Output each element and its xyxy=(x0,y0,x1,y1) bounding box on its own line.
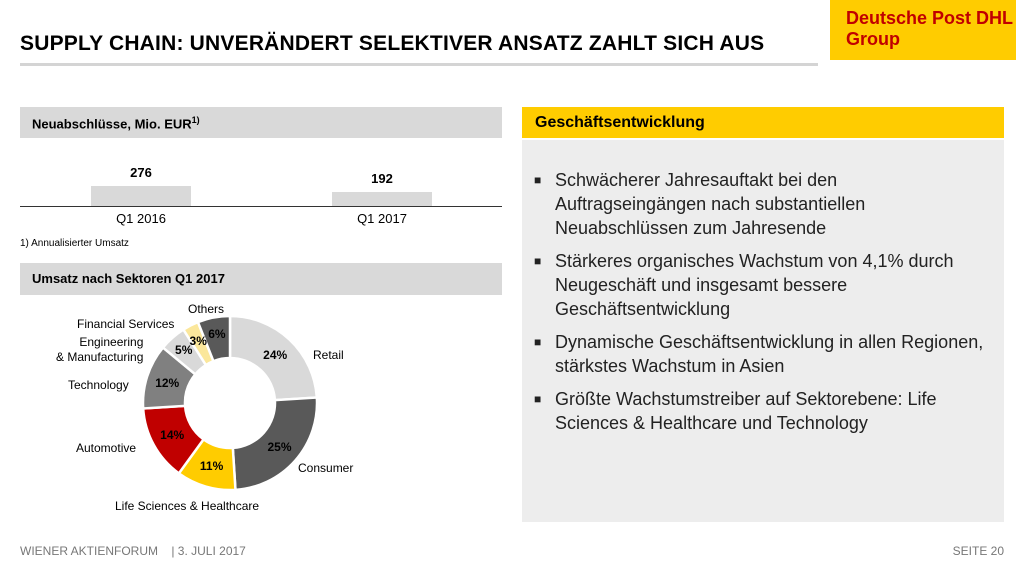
bullet-icon: ■ xyxy=(534,173,542,187)
bar-axis xyxy=(20,206,502,207)
donut-slice-1 xyxy=(231,396,319,492)
bar-chart: 276 Q1 2016 192 Q1 2017 xyxy=(0,0,520,240)
bullet-item: ■ Größte Wachstumstreiber auf Sektorebene… xyxy=(534,387,984,435)
footer-event: WIENER AKTIENFORUM | 3. JULI 2017 xyxy=(20,544,246,558)
footnote: 1) Annualisierter Umsatz xyxy=(20,238,129,249)
bullet-text: Dynamische Geschäftsentwicklung in allen… xyxy=(555,332,984,376)
bullet-icon: ■ xyxy=(534,392,542,406)
donut-percent-label: 3% xyxy=(189,333,207,348)
donut-category-label: Technology xyxy=(68,378,129,392)
heading-text: Neuabschlüsse, Mio. EUR xyxy=(32,116,192,132)
donut-percent-label: 5% xyxy=(175,343,193,358)
footer-page: SEITE 20 xyxy=(952,544,1004,558)
footnote-marker: 1) xyxy=(191,115,200,125)
title-divider xyxy=(20,63,818,66)
donut-percent-label: 24% xyxy=(263,347,288,362)
donut-category-label: Others xyxy=(188,302,225,316)
donut-heading: Umsatz nach Sektoren Q1 2017 xyxy=(20,263,502,295)
donut-percent-label: 12% xyxy=(155,375,180,390)
bar-chart-heading: Neuabschlüsse, Mio. EUR1) xyxy=(20,107,502,138)
bar-1 xyxy=(332,192,432,206)
bullet-icon: ■ xyxy=(534,254,542,268)
bullet-text: Stärkeres organisches Wachstum von 4,1% … xyxy=(555,251,954,319)
donut-category-label: Life Sciences & Healthcare xyxy=(115,499,260,513)
geschaeft-box: ■ Schwächerer Jahresauftakt bei den Auftr… xyxy=(522,140,1004,522)
donut-category-label: Retail xyxy=(313,348,344,362)
bullet-text: Größte Wachstumstreiber auf Sektorebene:… xyxy=(555,389,937,433)
bar-value-label: 192 xyxy=(371,171,393,187)
bar-category-label: Q1 2017 xyxy=(357,211,407,226)
donut-category-label: Consumer xyxy=(298,461,354,475)
geschaeft-heading: Geschäftsentwicklung xyxy=(522,107,1004,138)
donut-category-label: Engineering & Manufacturing xyxy=(56,335,144,364)
bar-category-label: Q1 2016 xyxy=(116,211,166,226)
bullet-text: Schwächerer Jahresauftakt bei den Auftra… xyxy=(555,170,866,238)
bar-0 xyxy=(91,186,191,206)
donut-category-label: Financial Services xyxy=(77,317,175,331)
bullet-item: ■ Stärkeres organisches Wachstum von 4,1%… xyxy=(534,249,984,321)
logo: Deutsche Post DHL Group xyxy=(830,0,1016,60)
donut-percent-label: 6% xyxy=(208,327,226,342)
bullet-item: ■ Schwächerer Jahresauftakt bei den Auftr… xyxy=(534,168,984,240)
bar-value-label: 276 xyxy=(130,165,152,180)
bullet-item: ■ Dynamische Geschäftsentwicklung in alle… xyxy=(534,330,984,378)
donut-percent-label: 14% xyxy=(160,427,185,442)
logo-line1: Deutsche Post DHL xyxy=(846,8,1014,28)
donut-category-label: Automotive xyxy=(76,441,137,455)
page-title: SUPPLY CHAIN: UNVERÄNDERT SELEKTIVER ANS… xyxy=(20,32,765,55)
bullet-icon: ■ xyxy=(534,335,542,349)
logo-line2: Group xyxy=(846,29,900,49)
donut-chart xyxy=(141,314,319,492)
donut-slice-7 xyxy=(196,314,232,363)
donut-percent-label: 25% xyxy=(267,439,292,454)
donut-percent-label: 11% xyxy=(199,459,224,474)
